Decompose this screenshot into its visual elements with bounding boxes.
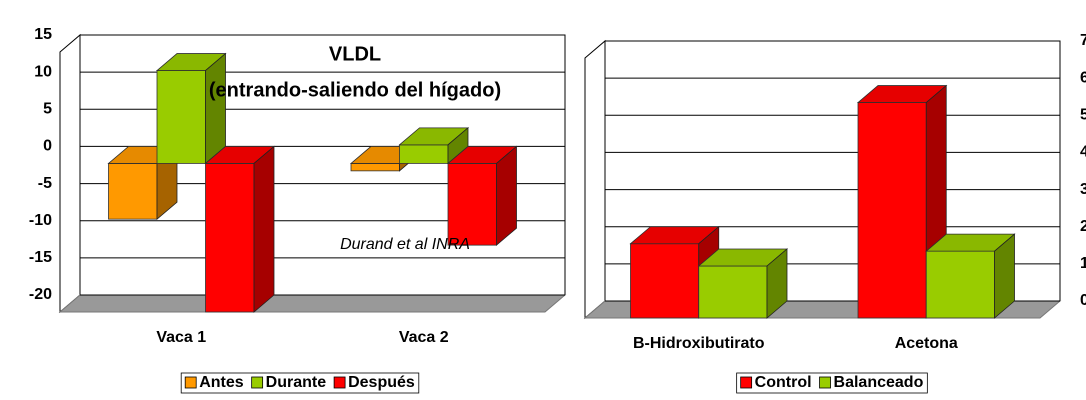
y-tick-label: 0	[1080, 292, 1086, 309]
x-tick-label: B-Hidroxibutirato	[633, 335, 765, 352]
y-tick-label: -10	[29, 212, 52, 229]
bar-front	[108, 163, 158, 220]
bar	[398, 126, 470, 165]
bar-side	[994, 233, 1015, 319]
legend-swatch	[740, 376, 753, 389]
chart-title: VLDL	[329, 43, 381, 65]
bar-front	[205, 163, 255, 313]
bar	[446, 145, 518, 247]
bar	[925, 233, 1016, 319]
y-tick-label: 4	[1080, 144, 1086, 161]
bar-front	[399, 144, 449, 164]
legend-box	[180, 372, 420, 394]
side-wall	[59, 33, 81, 314]
bar-front	[698, 265, 768, 319]
legend-swatch	[184, 376, 197, 389]
legend-label: Control	[755, 374, 812, 391]
x-tick-label: Vaca 1	[156, 329, 206, 346]
y-tick-label: 2	[1080, 218, 1086, 235]
y-tick-label: 7	[1080, 32, 1086, 49]
annotation: Durand et al INRA	[340, 236, 470, 253]
bar-front	[447, 163, 497, 246]
legend-swatch	[251, 376, 264, 389]
y-tick-label: -15	[29, 249, 52, 266]
bar-front	[925, 250, 995, 319]
side-wall	[584, 39, 606, 320]
y-tick-label: 6	[1080, 69, 1086, 86]
y-tick-label: -20	[29, 286, 52, 303]
legend-label: Balanceado	[834, 374, 924, 391]
bar-front	[857, 102, 927, 319]
x-tick-label: Acetona	[895, 335, 958, 352]
y-tick-label: 3	[1080, 181, 1086, 198]
y-tick-label: 1	[1080, 255, 1086, 272]
y-tick-label: 5	[43, 101, 52, 118]
legend-label: Antes	[199, 374, 244, 391]
bar-front	[350, 163, 400, 172]
y-tick-label: 0	[43, 138, 52, 155]
bar-front	[630, 243, 700, 319]
legend: Control Balanceado	[740, 374, 924, 391]
legend-label: Después	[348, 374, 415, 391]
y-tick-label: 5	[1080, 107, 1086, 124]
y-tick-label: 15	[34, 26, 52, 43]
legend-swatch	[333, 376, 346, 389]
y-tick-label: -5	[38, 175, 52, 192]
x-tick-label: Vaca 2	[399, 329, 449, 346]
legend: Antes Durante Después	[184, 374, 415, 391]
chart-subtitle: (entrando-saliendo del hígado)	[209, 79, 501, 101]
floor	[58, 294, 567, 313]
legend-label: Durante	[266, 374, 327, 391]
bar-side	[205, 52, 226, 165]
legend-box	[736, 372, 928, 394]
bar-side	[496, 145, 517, 247]
bar	[697, 248, 789, 319]
bar	[204, 145, 276, 313]
bar-side	[253, 145, 275, 313]
bar	[155, 52, 227, 165]
bar-front	[156, 70, 206, 164]
bar-side	[766, 248, 788, 319]
y-tick-label: 10	[34, 63, 52, 80]
legend-swatch	[819, 376, 831, 389]
